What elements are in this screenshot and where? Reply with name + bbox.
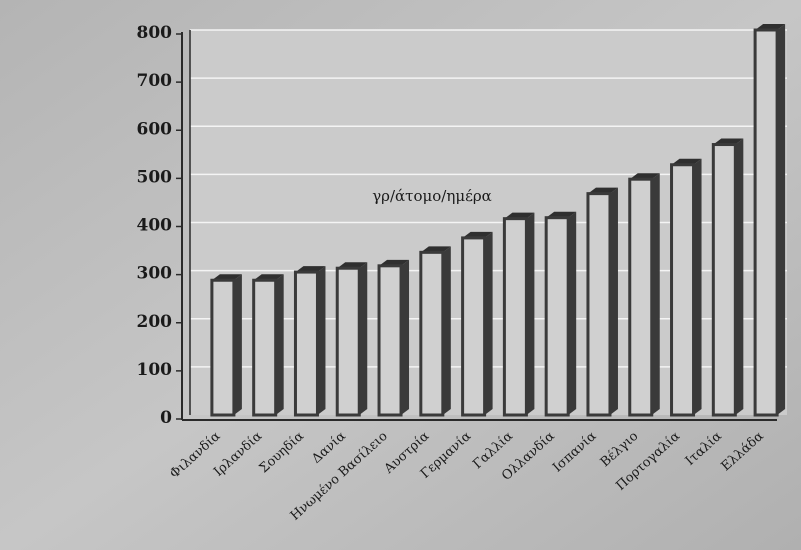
bar-top-face — [462, 231, 493, 238]
bar-side-face — [735, 138, 744, 415]
bar-side-face — [233, 274, 242, 415]
y-tick-label: 100 — [137, 360, 173, 380]
bar-side-face — [609, 187, 618, 415]
y-tick-label: 500 — [137, 167, 173, 187]
y-tick-label: 0 — [160, 408, 172, 428]
bar-front-face — [586, 192, 612, 417]
bar — [502, 212, 535, 417]
y-tick-label: 600 — [137, 119, 173, 139]
bar-side-face — [568, 211, 577, 415]
bar-side-face — [651, 173, 660, 415]
bar-side-face — [777, 24, 786, 415]
bar — [210, 274, 242, 417]
chart-annotation: γρ/άτομο/ημέρα — [372, 187, 492, 205]
bar-side-face — [442, 246, 451, 415]
bar-front-face — [293, 270, 319, 417]
bar — [293, 266, 326, 417]
bar — [419, 246, 451, 417]
bar-side-face — [317, 266, 326, 415]
bar — [753, 24, 786, 417]
bar — [711, 138, 744, 417]
bar-front-face — [419, 250, 445, 417]
y-tick-label: 200 — [137, 312, 173, 332]
bar — [628, 173, 660, 417]
bar-front-face — [753, 28, 779, 417]
bar — [670, 158, 702, 417]
bar — [252, 274, 284, 417]
bar-top-face — [420, 246, 451, 253]
bar-top-face — [504, 212, 535, 219]
bar-front-face — [461, 236, 487, 417]
bar-side-face — [484, 231, 493, 415]
bar-front-face — [544, 216, 570, 417]
y-tick-label: 700 — [137, 71, 173, 91]
bar-side-face — [275, 274, 284, 415]
bar-series — [210, 24, 786, 417]
bar-front-face — [628, 177, 654, 417]
bar-front-face — [335, 266, 361, 417]
bar — [544, 211, 577, 417]
bar — [586, 187, 618, 417]
y-tick-label: 400 — [137, 216, 173, 236]
bar-front-face — [252, 278, 278, 417]
bar — [335, 262, 368, 417]
y-axis-tick-labels: 0 100 200 300 400 500 600 700 800 — [137, 23, 182, 428]
bar-side-face — [359, 262, 368, 415]
y-tick-label: 300 — [137, 264, 173, 284]
y-tick-label: 800 — [137, 23, 173, 43]
bar-front-face — [377, 264, 403, 417]
bar-front-face — [670, 163, 696, 417]
bar-side-face — [693, 158, 702, 415]
bar-front-face — [502, 217, 528, 417]
bar-front-face — [711, 143, 737, 417]
bar-side-face — [401, 259, 410, 415]
bar-front-face — [210, 278, 236, 417]
bar — [461, 231, 493, 417]
bar — [377, 259, 410, 417]
bar-side-face — [526, 212, 535, 415]
